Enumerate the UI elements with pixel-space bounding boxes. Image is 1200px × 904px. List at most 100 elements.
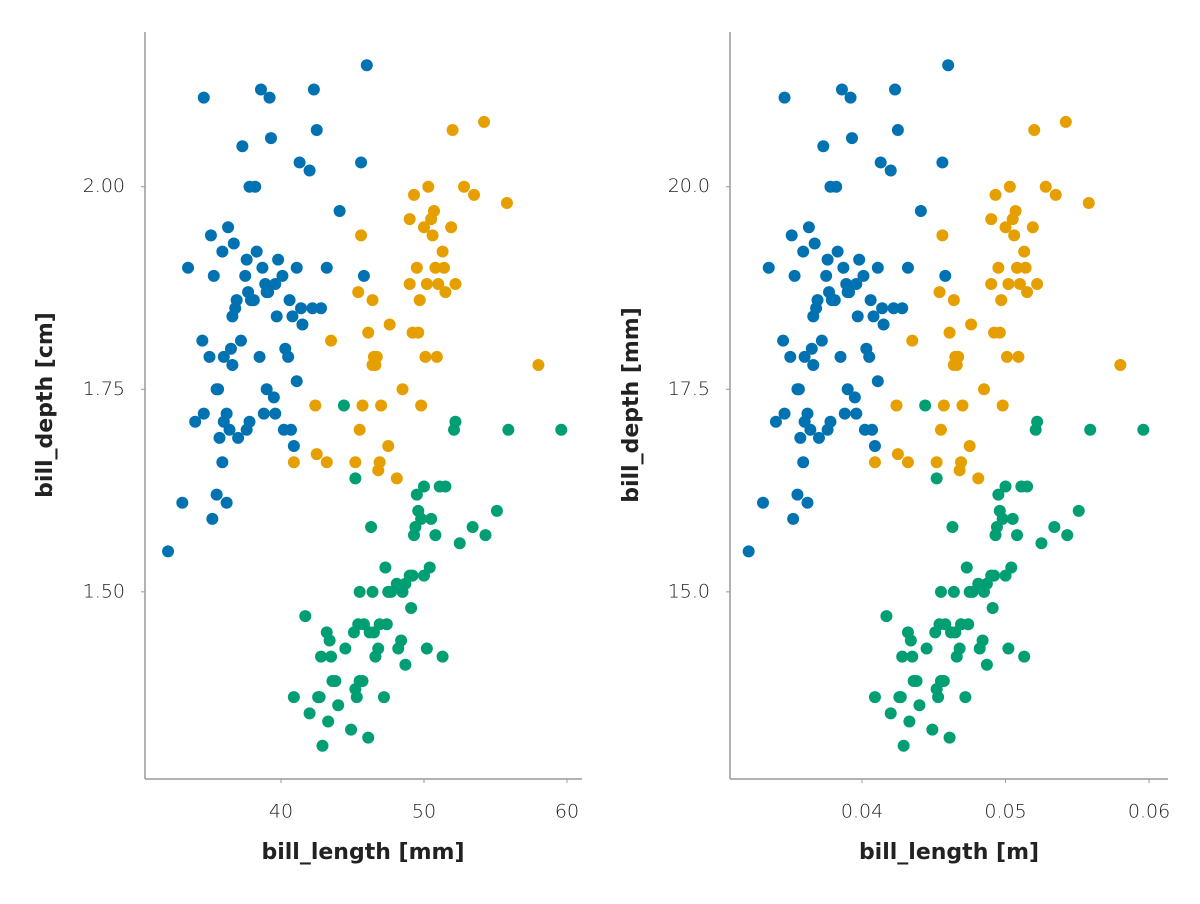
- point: [817, 140, 830, 153]
- point: [293, 156, 306, 169]
- point: [801, 496, 814, 509]
- point: [326, 674, 339, 687]
- point: [276, 269, 289, 282]
- point: [857, 269, 870, 282]
- point: [216, 456, 229, 469]
- point: [309, 399, 322, 412]
- point: [934, 585, 947, 598]
- point: [871, 261, 884, 274]
- point: [794, 431, 807, 444]
- point: [903, 715, 916, 728]
- point: [939, 269, 952, 282]
- y-tick-label: 1.75: [83, 378, 125, 400]
- x-tick-label: 40: [269, 801, 293, 823]
- point: [976, 634, 989, 647]
- point: [422, 180, 435, 193]
- point: [1003, 180, 1016, 193]
- point: [407, 529, 420, 542]
- point: [377, 691, 390, 704]
- point: [841, 286, 854, 299]
- point: [432, 277, 445, 290]
- point: [868, 440, 881, 453]
- point: [407, 188, 420, 201]
- point: [930, 456, 943, 469]
- point: [449, 415, 462, 428]
- point: [189, 415, 202, 428]
- point: [204, 229, 217, 242]
- point: [787, 512, 800, 525]
- point: [325, 334, 338, 347]
- x-tick-label: 0.05: [984, 801, 1026, 823]
- point: [227, 237, 240, 250]
- point: [891, 448, 904, 461]
- point: [429, 529, 442, 542]
- point: [891, 124, 904, 137]
- point: [295, 302, 308, 315]
- point: [844, 91, 857, 104]
- point: [249, 180, 262, 193]
- point: [429, 261, 442, 274]
- point: [426, 229, 439, 242]
- point: [1114, 358, 1127, 371]
- point: [176, 496, 189, 509]
- y-tick-label: 2.00: [83, 175, 125, 197]
- point: [937, 674, 950, 687]
- point: [285, 423, 298, 436]
- point: [412, 326, 425, 339]
- point: [500, 196, 513, 209]
- point: [417, 221, 430, 234]
- point: [212, 383, 225, 396]
- point: [272, 253, 285, 266]
- point: [1039, 180, 1052, 193]
- point: [926, 723, 939, 736]
- point: [260, 383, 273, 396]
- point: [449, 277, 462, 290]
- point: [992, 261, 1005, 274]
- point: [985, 213, 998, 226]
- point: [828, 294, 841, 307]
- point: [430, 350, 443, 363]
- point: [382, 440, 395, 453]
- point: [953, 642, 966, 655]
- point: [236, 140, 249, 153]
- point: [439, 286, 452, 299]
- point: [315, 302, 328, 315]
- point: [884, 707, 897, 720]
- point: [1006, 512, 1019, 525]
- point: [206, 512, 219, 525]
- point: [490, 504, 503, 517]
- point: [362, 326, 375, 339]
- point: [306, 302, 319, 315]
- point: [1026, 221, 1039, 234]
- point: [1018, 245, 1031, 258]
- point: [996, 399, 1009, 412]
- point: [841, 383, 854, 396]
- point: [871, 375, 884, 388]
- point: [992, 488, 1005, 501]
- point: [355, 229, 368, 242]
- point: [222, 221, 235, 234]
- point: [468, 188, 481, 201]
- point: [947, 294, 960, 307]
- point: [1031, 277, 1044, 290]
- point: [831, 245, 844, 258]
- point: [901, 261, 914, 274]
- point: [972, 472, 985, 485]
- x-axis-label: bill_length [m]: [859, 840, 1039, 865]
- point: [264, 132, 277, 145]
- point: [877, 318, 890, 331]
- point: [1012, 350, 1025, 363]
- point: [415, 399, 428, 412]
- point: [458, 180, 471, 193]
- point: [375, 399, 388, 412]
- point: [985, 277, 998, 290]
- point: [210, 488, 223, 501]
- point: [383, 318, 396, 331]
- point: [906, 334, 919, 347]
- point: [415, 512, 428, 525]
- point: [778, 91, 791, 104]
- point: [808, 237, 821, 250]
- point: [1028, 124, 1041, 137]
- point: [930, 472, 943, 485]
- point: [502, 423, 515, 436]
